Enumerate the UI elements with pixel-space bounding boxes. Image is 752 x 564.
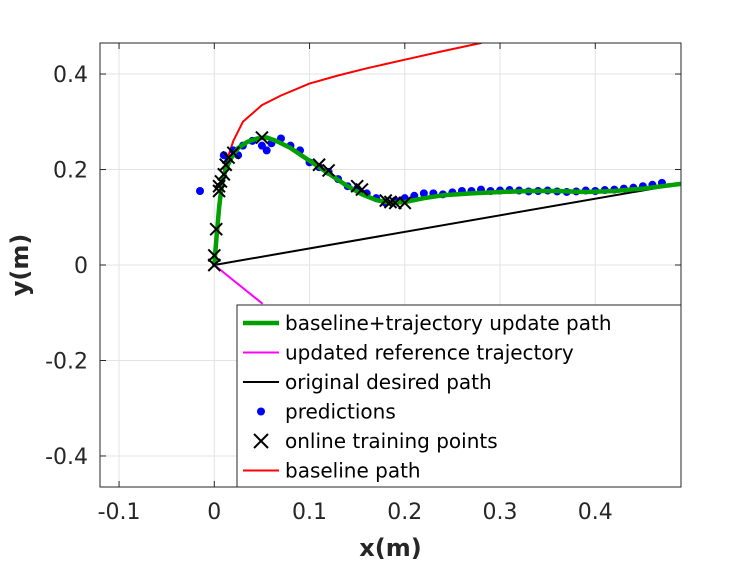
legend-entry: baseline+trajectory update path bbox=[243, 311, 612, 335]
legend-label: baseline path bbox=[285, 459, 421, 483]
training-point bbox=[312, 158, 326, 172]
legend-entry: original desired path bbox=[243, 370, 492, 394]
series-line-baseline-path bbox=[222, 43, 482, 171]
prediction-point bbox=[196, 187, 205, 195]
legend-label: baseline+trajectory update path bbox=[285, 311, 612, 335]
training-point bbox=[207, 258, 222, 272]
y-tick-label: 0 bbox=[74, 254, 88, 279]
prediction-point bbox=[262, 146, 271, 155]
training-point bbox=[255, 130, 269, 145]
training-point bbox=[226, 146, 241, 160]
y-axis-label: y(m) bbox=[6, 234, 34, 297]
legend-label: online training points bbox=[285, 429, 498, 453]
x-tick-label: 0.1 bbox=[292, 500, 327, 525]
y-axis-ticks: -0.4 -0.2 0 0.2 0.4 bbox=[45, 63, 681, 470]
x-tick-label: -0.1 bbox=[98, 500, 141, 525]
training-point bbox=[209, 222, 223, 236]
training-point bbox=[321, 163, 336, 178]
x-tick-label: 0.4 bbox=[578, 500, 613, 525]
plot-marks bbox=[196, 43, 681, 305]
training-point bbox=[214, 174, 228, 189]
legend-label: updated reference trajectory bbox=[285, 341, 574, 365]
x-tick-label: 0.2 bbox=[387, 500, 422, 525]
series-line-original-desired-path bbox=[213, 182, 681, 266]
x-tick-label: 0 bbox=[207, 500, 221, 525]
legend-entry: updated reference trajectory bbox=[243, 341, 574, 365]
y-tick-label: -0.2 bbox=[45, 349, 88, 374]
legend-label: predictions bbox=[285, 400, 396, 424]
legend-label: original desired path bbox=[285, 370, 492, 394]
y-tick-label: -0.4 bbox=[45, 445, 88, 470]
y-tick-label: 0.2 bbox=[53, 159, 88, 184]
legend-swatch bbox=[257, 407, 265, 416]
legend: baseline+trajectory update path updated r… bbox=[236, 304, 682, 488]
x-axis-label: x(m) bbox=[359, 534, 421, 562]
legend-entry: online training points bbox=[253, 429, 498, 453]
legend-entry: baseline path bbox=[243, 459, 421, 483]
y-tick-label: 0.4 bbox=[53, 63, 88, 88]
legend-entry: predictions bbox=[257, 400, 396, 424]
series-line-baseline-trajectory-update-path bbox=[212, 135, 681, 268]
training-point bbox=[355, 182, 369, 197]
training-point bbox=[207, 248, 222, 263]
series-group bbox=[196, 43, 681, 305]
training-point bbox=[388, 196, 402, 210]
x-axis-ticks: -0.1 0 0.1 0.2 0.3 0.4 bbox=[98, 43, 613, 525]
x-tick-label: 0.3 bbox=[483, 500, 518, 525]
prediction-point bbox=[419, 189, 428, 198]
grid bbox=[100, 43, 681, 487]
training-point bbox=[398, 196, 412, 210]
legend-box bbox=[236, 304, 682, 488]
legend-swatch bbox=[253, 433, 269, 449]
training-point bbox=[383, 195, 398, 209]
series-line-updated-reference-trajectory bbox=[213, 264, 263, 305]
training-point bbox=[219, 158, 233, 172]
